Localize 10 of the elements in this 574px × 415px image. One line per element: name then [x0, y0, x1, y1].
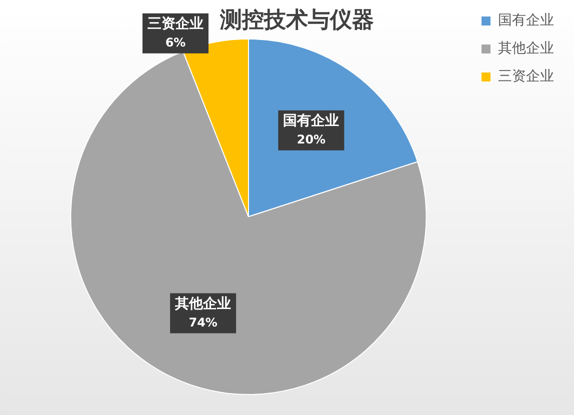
data-label: 74%: [188, 315, 218, 330]
slice-label: 三资企业: [148, 16, 204, 32]
legend-label: 其他企业: [498, 40, 554, 57]
data-label: 6%: [165, 35, 186, 50]
data-label: 20%: [296, 132, 326, 147]
slice-label: 国有企业: [283, 113, 340, 130]
legend-label: 三资企业: [498, 68, 554, 85]
chart-title: 测控技术与仪器: [219, 8, 374, 33]
legend-label: 国有企业: [498, 12, 554, 29]
slice-label: 其他企业: [174, 296, 232, 312]
